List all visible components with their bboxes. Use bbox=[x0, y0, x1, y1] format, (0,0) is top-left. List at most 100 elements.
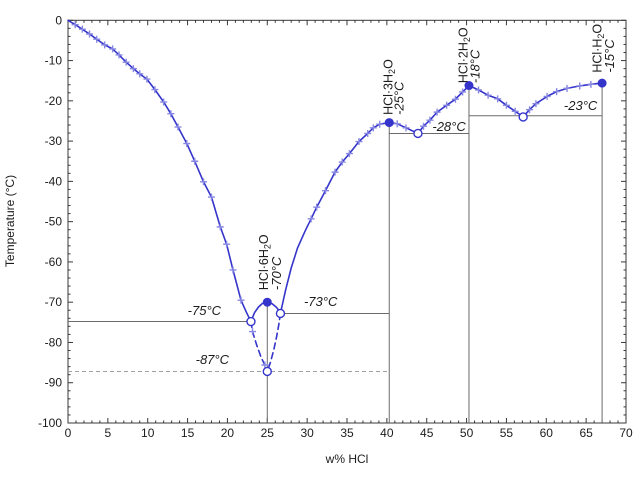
data-point-marker bbox=[443, 101, 451, 109]
y-tick-label: -20 bbox=[45, 94, 63, 108]
data-point-marker bbox=[216, 223, 224, 231]
x-tick-label: 5 bbox=[105, 426, 112, 440]
ice-liquidus-metastable bbox=[250, 320, 269, 373]
data-point-marker bbox=[331, 168, 339, 176]
hydrate-formula-label: HCl·6H2O bbox=[257, 234, 273, 290]
data-point-marker bbox=[364, 129, 372, 137]
x-tick-label: 50 bbox=[460, 426, 474, 440]
hydrate-melting-point-label: -18°C bbox=[467, 49, 482, 83]
y-tick-label: -30 bbox=[45, 134, 63, 148]
plot-border bbox=[67, 19, 627, 424]
y-tick-label: -40 bbox=[45, 174, 63, 188]
data-point-marker bbox=[484, 91, 492, 99]
x-tick-label: 65 bbox=[579, 426, 593, 440]
eutectic-temperature-label: -23°C bbox=[564, 98, 598, 113]
y-tick-label: -70 bbox=[45, 295, 63, 309]
y-tick-label: 0 bbox=[55, 13, 62, 27]
data-point-marker bbox=[143, 75, 151, 83]
data-point-marker bbox=[101, 41, 109, 49]
data-point-marker bbox=[494, 95, 502, 103]
ice-liquidus bbox=[67, 19, 252, 323]
melting-point bbox=[464, 81, 474, 91]
data-point-marker bbox=[229, 266, 237, 274]
hydrate-melting-point-label: -25°C bbox=[392, 81, 407, 115]
data-point-marker bbox=[502, 101, 510, 109]
data-point-marker bbox=[78, 25, 86, 33]
data-point-marker bbox=[200, 178, 208, 186]
data-point-marker bbox=[475, 86, 483, 94]
eutectic-temperature-label: -87°C bbox=[196, 352, 230, 367]
data-point-marker bbox=[355, 138, 363, 146]
melting-point bbox=[262, 297, 272, 307]
data-point-marker bbox=[71, 21, 79, 29]
data-point-marker bbox=[459, 88, 467, 96]
x-tick-label: 70 bbox=[619, 426, 633, 440]
data-point-marker bbox=[109, 45, 117, 53]
y-tick-label: -80 bbox=[45, 335, 63, 349]
data-point-marker bbox=[160, 98, 168, 106]
data-point-marker bbox=[86, 30, 94, 38]
data-point-marker bbox=[376, 120, 384, 128]
y-tick-label: -100 bbox=[38, 416, 62, 430]
x-tick-label: 20 bbox=[221, 426, 235, 440]
data-point-marker bbox=[249, 328, 257, 336]
data-point-marker bbox=[223, 240, 231, 248]
y-tick-label: -50 bbox=[45, 215, 63, 229]
data-point-marker bbox=[433, 108, 441, 116]
data-point-marker bbox=[451, 95, 459, 103]
x-tick-label: 35 bbox=[340, 426, 354, 440]
eutectic-point bbox=[246, 316, 256, 327]
hcl-2h2o-liquidus bbox=[417, 84, 525, 135]
data-point-marker bbox=[369, 124, 377, 132]
data-point-marker bbox=[129, 65, 137, 73]
y-tick-label: -10 bbox=[45, 54, 63, 68]
x-tick-label: 55 bbox=[500, 426, 514, 440]
x-tick-label: 10 bbox=[141, 426, 155, 440]
data-point-marker bbox=[345, 150, 353, 158]
eutectic-point bbox=[413, 128, 423, 139]
data-point-marker bbox=[183, 140, 191, 148]
y-tick-label: -90 bbox=[45, 376, 63, 390]
data-point-marker bbox=[526, 106, 534, 114]
data-point-marker bbox=[321, 187, 329, 195]
data-point-marker bbox=[426, 116, 434, 124]
data-point-marker bbox=[122, 58, 130, 66]
hydrate-formula-label: HCl·3H2O bbox=[381, 59, 397, 115]
y-axis-title: Temperature (°C) bbox=[3, 175, 17, 267]
data-point-marker bbox=[167, 110, 175, 118]
data-point-marker bbox=[511, 107, 519, 115]
x-tick-label: 40 bbox=[380, 426, 394, 440]
eutectic-point bbox=[275, 308, 286, 319]
data-point-marker bbox=[402, 124, 410, 132]
melting-point bbox=[384, 118, 394, 128]
plot-area: 0 5 10 15 20 25 30 35 40 45 50 55 60 65 70 0 -10 -20 -30 -4… bbox=[38, 13, 633, 440]
x-tick-label: 30 bbox=[300, 426, 314, 440]
data-point-marker bbox=[313, 203, 321, 211]
data-point-marker bbox=[93, 35, 101, 43]
x-tick-label: 45 bbox=[420, 426, 434, 440]
data-point-marker bbox=[261, 361, 269, 369]
x-tick-label: 60 bbox=[540, 426, 554, 440]
data-point-marker bbox=[543, 92, 551, 100]
y-tick-label: -60 bbox=[45, 255, 63, 269]
hcl-6h2o-liquidus-metastable bbox=[266, 312, 282, 373]
data-point-marker bbox=[532, 100, 540, 108]
hydrate-formula-label: HCl·2H2O bbox=[456, 27, 472, 83]
hydrate-melting-point-label: -15°C bbox=[602, 39, 617, 73]
data-point-marker bbox=[393, 120, 401, 128]
x-tick-label: 15 bbox=[181, 426, 195, 440]
eutectic-point bbox=[262, 366, 272, 377]
x-tick-label: 25 bbox=[261, 426, 275, 440]
data-point-marker bbox=[151, 86, 159, 94]
hydrate-formula-label: HCl·H2O bbox=[590, 24, 606, 73]
eutectic-temperature-label: -75°C bbox=[188, 303, 222, 318]
data-point-marker bbox=[207, 193, 215, 201]
data-point-marker bbox=[553, 88, 561, 96]
x-axis-title: w% HCl bbox=[325, 452, 369, 466]
data-point-marker bbox=[191, 157, 199, 165]
data-point-marker bbox=[563, 84, 571, 92]
eutectic-point bbox=[518, 112, 528, 122]
eutectic-temperature-label: -28°C bbox=[432, 119, 466, 134]
